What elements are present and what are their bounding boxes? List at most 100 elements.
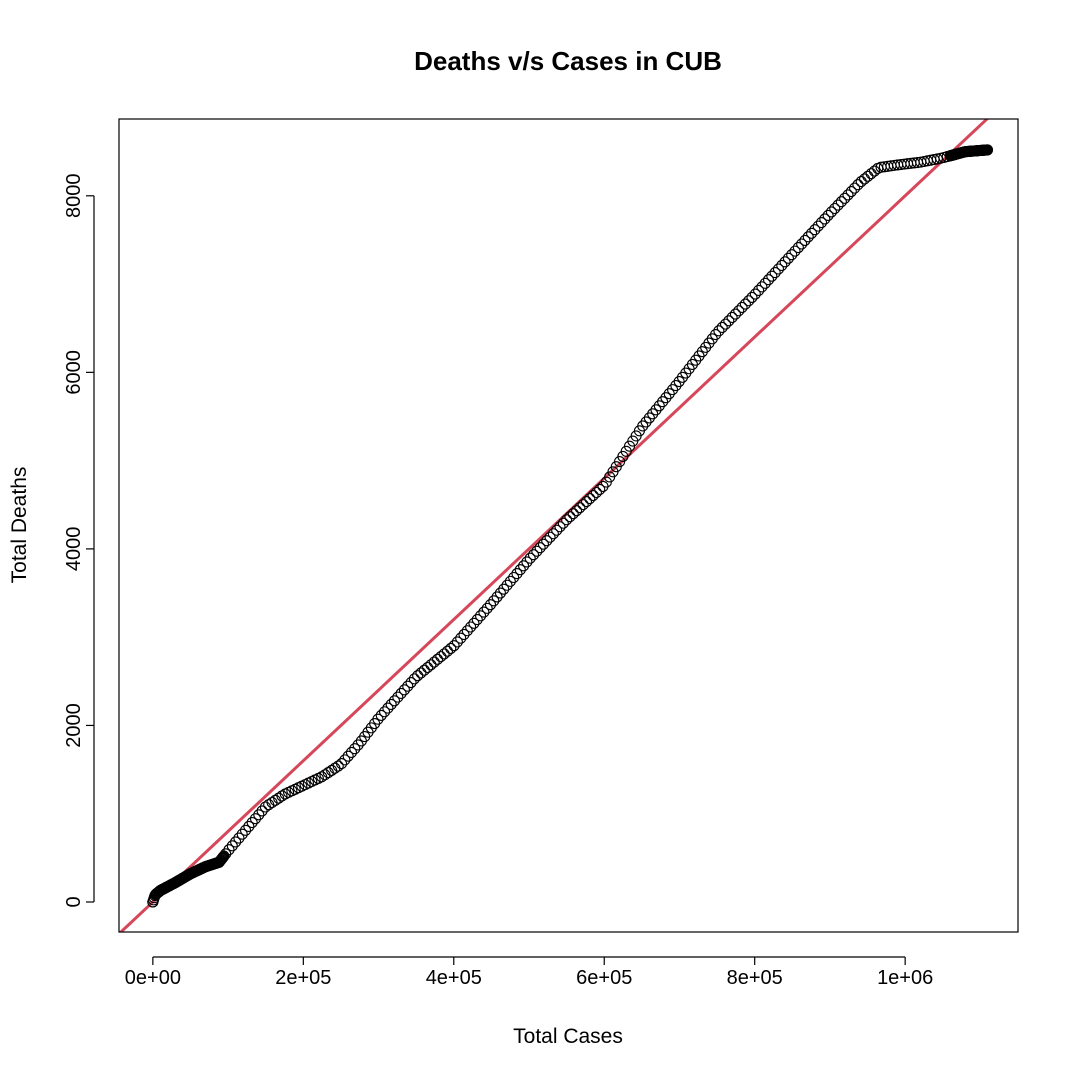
data-point <box>253 809 265 821</box>
data-point <box>494 587 506 599</box>
data-point <box>650 404 662 416</box>
data-point <box>723 315 735 327</box>
data-point <box>488 595 500 607</box>
data-point <box>653 400 665 412</box>
data-point <box>541 535 553 547</box>
data-point <box>215 853 227 866</box>
data-point <box>511 568 523 580</box>
data-point <box>812 220 824 232</box>
data-point <box>534 542 546 554</box>
data-point <box>657 396 669 408</box>
data-point <box>461 625 473 637</box>
data-point <box>501 579 513 591</box>
data-point <box>226 840 238 852</box>
data-point <box>527 549 540 561</box>
data-point <box>342 750 354 762</box>
data-point <box>451 636 463 648</box>
data-point <box>782 252 794 264</box>
data-point <box>382 702 394 714</box>
y-tick-label: 6000 <box>63 350 85 395</box>
data-point <box>574 502 586 514</box>
x-axis: 0e+00 2e+05 4e+05 6e+05 8e+05 1e+06 <box>125 956 933 989</box>
data-point <box>736 301 748 313</box>
data-point <box>431 653 444 665</box>
data-point <box>379 706 391 718</box>
x-axis-label: Total Cases <box>513 1025 623 1048</box>
data-point <box>441 645 454 657</box>
data-point <box>786 249 798 261</box>
data-point <box>561 514 573 526</box>
data-point <box>637 420 649 432</box>
data-point <box>249 813 262 825</box>
data-point <box>776 259 788 271</box>
data-point <box>746 291 758 303</box>
data-point <box>217 852 229 864</box>
data-point <box>762 274 775 286</box>
data-point <box>537 538 549 550</box>
y-tick-label: 0 <box>63 896 85 907</box>
y-tick-label: 2000 <box>63 703 85 748</box>
data-point <box>405 676 417 689</box>
data-point <box>218 850 230 862</box>
data-point <box>865 168 877 180</box>
plot-frame <box>118 118 1019 933</box>
data-point <box>567 508 579 520</box>
data-point <box>663 388 675 400</box>
data-point <box>524 552 536 564</box>
data-point <box>471 614 483 626</box>
data-point <box>504 575 516 587</box>
y-tick-label: 8000 <box>63 174 85 219</box>
data-point <box>415 667 427 679</box>
data-point <box>981 144 994 156</box>
data-point <box>514 564 526 576</box>
data-point <box>481 602 493 614</box>
data-point <box>491 591 503 603</box>
data-point <box>412 670 424 682</box>
data-point <box>766 270 778 282</box>
data-point <box>825 206 837 218</box>
data-point <box>392 691 404 703</box>
data-point <box>753 284 765 296</box>
data-point <box>858 173 871 185</box>
x-tick-label: 1e+06 <box>877 967 933 989</box>
data-point <box>802 231 814 243</box>
data-point <box>217 851 229 863</box>
data-points <box>147 144 994 908</box>
data-point <box>408 673 420 685</box>
data-point <box>564 511 576 523</box>
data-point <box>518 560 530 572</box>
data-point <box>835 196 847 208</box>
data-point <box>339 754 351 766</box>
data-point <box>799 234 811 246</box>
x-tick-label: 6e+05 <box>576 967 632 989</box>
data-point <box>521 556 533 568</box>
data-point <box>822 209 834 221</box>
data-point <box>236 828 248 840</box>
data-point <box>842 189 854 201</box>
data-point <box>547 528 559 540</box>
x-tick-label: 2e+05 <box>275 967 331 989</box>
data-point <box>335 758 348 770</box>
data-point <box>719 318 732 330</box>
data-point <box>385 698 397 710</box>
data-point <box>647 408 659 420</box>
data-point <box>868 165 881 177</box>
data-point <box>792 242 804 254</box>
data-point <box>395 687 407 700</box>
data-point <box>484 599 497 611</box>
data-point <box>819 213 831 225</box>
chart-title: Deaths v/s Cases in CUB <box>414 46 722 76</box>
data-point <box>375 709 387 721</box>
data-point <box>832 199 844 211</box>
data-point <box>332 760 344 772</box>
x-tick-label: 8e+05 <box>727 967 783 989</box>
data-point <box>666 384 679 396</box>
data-point <box>455 632 467 644</box>
data-point <box>590 486 602 499</box>
data-point <box>468 617 480 629</box>
data-point <box>716 321 728 334</box>
data-point <box>756 281 768 293</box>
data-point <box>729 308 741 320</box>
data-point <box>544 531 556 543</box>
data-point <box>849 182 861 194</box>
